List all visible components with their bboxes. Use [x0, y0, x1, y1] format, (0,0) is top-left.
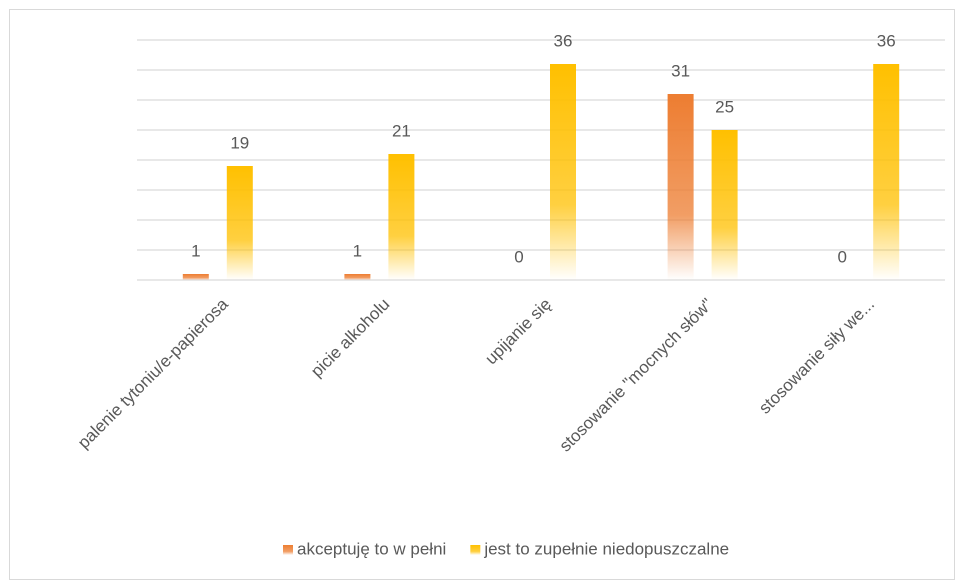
data-label: 0	[837, 247, 846, 266]
bar	[182, 274, 209, 280]
data-label: 1	[191, 241, 200, 260]
bar	[711, 130, 738, 280]
bar	[667, 94, 694, 280]
bar	[873, 64, 900, 280]
bar	[388, 154, 415, 280]
bar	[550, 64, 576, 280]
legend-label: akceptuję to w pełni	[297, 539, 446, 558]
legend-label: jest to zupełnie niedopuszczalne	[483, 539, 729, 558]
data-label: 21	[392, 121, 411, 140]
data-label: 31	[671, 61, 690, 80]
data-label: 36	[877, 31, 896, 50]
legend-swatch	[283, 545, 293, 555]
chart-frame	[9, 9, 955, 580]
data-label: 0	[514, 247, 523, 266]
legend-swatch	[470, 545, 481, 555]
bar	[226, 166, 253, 280]
data-label: 36	[554, 31, 573, 50]
bar	[344, 274, 371, 280]
data-label: 25	[715, 97, 734, 116]
data-label: 19	[230, 133, 249, 152]
data-label: 1	[353, 241, 362, 260]
